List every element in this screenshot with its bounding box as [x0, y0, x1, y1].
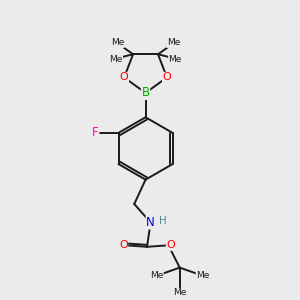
- Text: Me: Me: [169, 55, 182, 64]
- Text: H: H: [159, 216, 167, 226]
- Text: O: O: [119, 240, 128, 250]
- Text: Me: Me: [167, 38, 180, 47]
- Text: O: O: [163, 72, 171, 82]
- Text: Me: Me: [109, 55, 122, 64]
- Text: O: O: [167, 240, 175, 250]
- Text: F: F: [92, 126, 99, 140]
- Text: Me: Me: [196, 271, 210, 280]
- Text: Me: Me: [111, 38, 124, 47]
- Text: N: N: [146, 216, 155, 229]
- Text: B: B: [142, 86, 150, 99]
- Text: Me: Me: [150, 271, 163, 280]
- Text: O: O: [120, 72, 128, 82]
- Text: Me: Me: [173, 288, 186, 297]
